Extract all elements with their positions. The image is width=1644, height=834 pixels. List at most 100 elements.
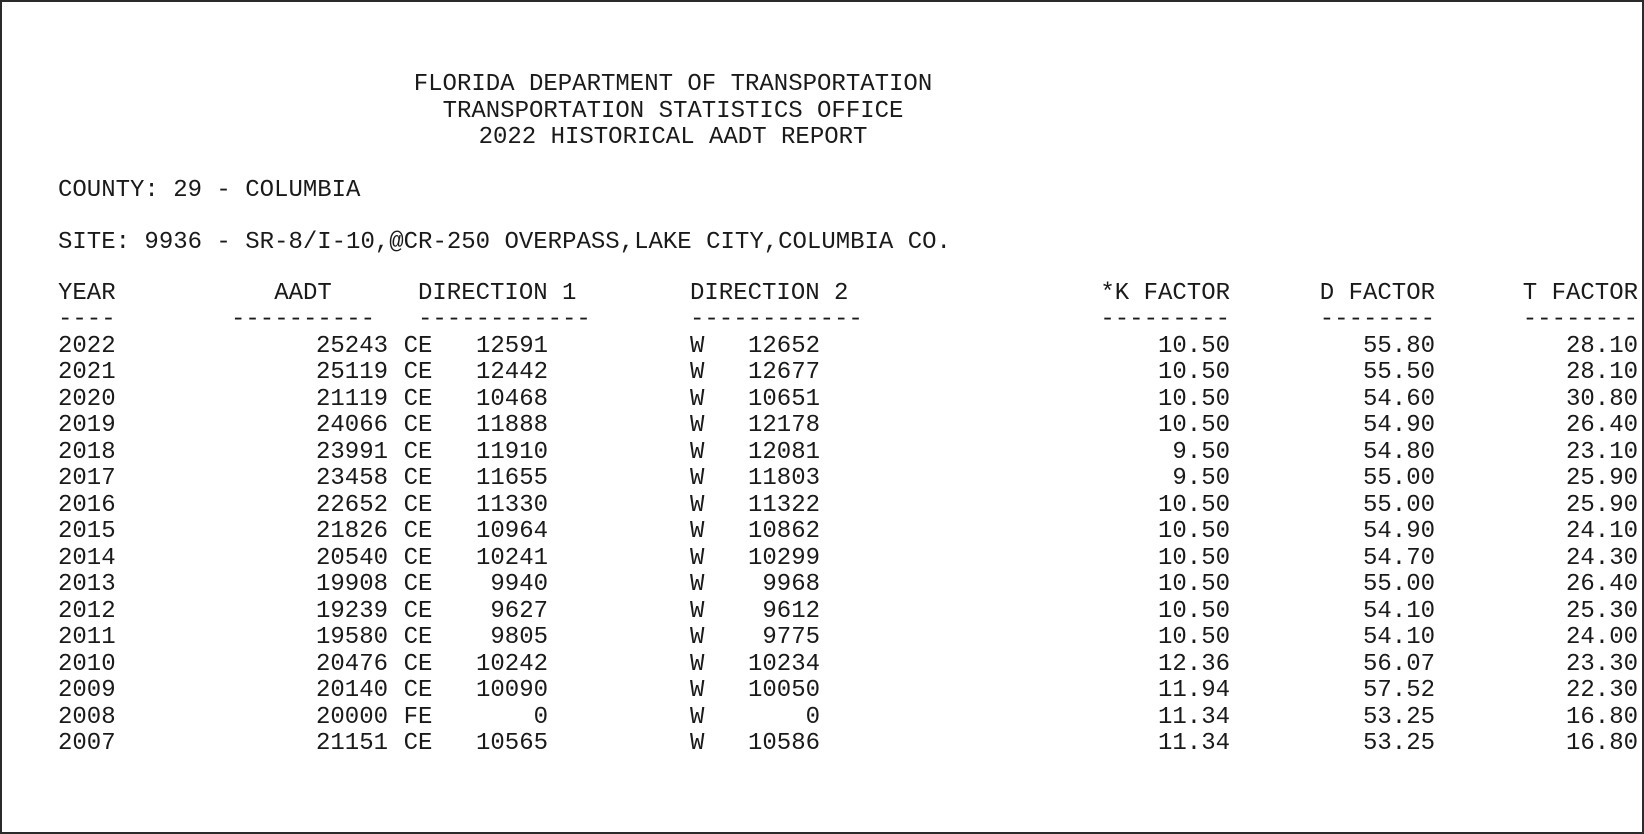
direction-2-letter: W	[690, 677, 705, 704]
direction-2-value: 9968	[762, 571, 820, 598]
dash-separator-row: ---- ---------- ------------ -----------…	[58, 306, 1638, 334]
direction-2-letter: W	[690, 518, 705, 545]
aadt-flag: C	[403, 571, 418, 598]
direction-1-cell: E 10468	[418, 385, 690, 414]
t-factor-cell: 25.30	[1565, 597, 1638, 625]
t-factor-cell: 30.80	[1565, 385, 1638, 413]
d-factor-cell: 55.00	[1362, 491, 1435, 519]
year-cell: 2013	[58, 571, 116, 598]
d-factor-cell: 53.25	[1362, 703, 1435, 731]
direction-2-cell: W 11322	[690, 491, 960, 520]
direction-2-value: 10299	[747, 544, 820, 572]
direction-2-cell: W 10050	[690, 677, 960, 705]
d-factor-cell: 54.10	[1362, 597, 1435, 625]
year-cell: 2014	[58, 544, 116, 572]
direction-2-value: 11322	[747, 491, 820, 519]
direction-1-value: 0	[533, 703, 548, 731]
t-factor-cell: 24.30	[1565, 544, 1638, 572]
aadt-flag: C	[403, 624, 418, 651]
d-factor-cell: 54.80	[1362, 438, 1435, 466]
t-factor-cell: 23.30	[1565, 650, 1638, 678]
direction-2-value: 9612	[762, 597, 820, 625]
d-factor-cell: 54.90	[1362, 412, 1435, 439]
d-factor-cell: 55.80	[1362, 332, 1435, 360]
direction-2-value: 10862	[747, 518, 820, 545]
aadt-cell: 19580 C	[188, 624, 418, 652]
d-factor-cell: 55.00	[1362, 465, 1435, 492]
aadt-value: 25243	[315, 332, 388, 360]
year-cell: 2008	[58, 703, 116, 731]
direction-2-cell: W 10862	[690, 518, 960, 546]
aadt-flag: F	[403, 703, 418, 731]
aadt-value: 19239	[315, 597, 388, 625]
header-direction-1: DIRECTION 1	[418, 279, 577, 307]
year-cell: 2017	[58, 465, 116, 492]
year-cell: 2011	[58, 624, 116, 651]
aadt-cell: 25243 C	[188, 332, 418, 361]
d-factor-cell: 53.25	[1362, 730, 1435, 757]
t-factor-cell: 23.10	[1565, 438, 1638, 466]
column-header-row: YEAR AADT DIRECTION 1 DIRECTION 2 *K FAC…	[58, 279, 1638, 308]
direction-2-value: 0	[805, 703, 820, 731]
year-cell: 2009	[58, 677, 116, 704]
d-factor-cell: 55.00	[1362, 571, 1435, 598]
k-factor-cell: 11.34	[1157, 730, 1230, 757]
aadt-flag: C	[403, 518, 418, 545]
direction-1-letter: E	[418, 597, 433, 625]
direction-1-value: 10468	[475, 385, 548, 413]
aadt-value: 19580	[315, 624, 388, 651]
aadt-flag: C	[403, 677, 418, 704]
header-office: TRANSPORTATION STATISTICS OFFICE	[442, 97, 904, 125]
aadt-cell: 19239 C	[188, 597, 418, 626]
t-factor-cell: 26.40	[1565, 412, 1638, 439]
aadt-value: 21119	[315, 385, 388, 413]
direction-1-letter: E	[418, 385, 433, 413]
aadt-value: 21151	[315, 730, 388, 757]
aadt-value: 20000	[315, 703, 388, 731]
dash-k-factor: ---------	[1100, 306, 1230, 333]
aadt-flag: C	[403, 465, 418, 492]
direction-1-cell: E 9940	[418, 571, 690, 599]
aadt-cell: 20540 C	[188, 545, 418, 573]
direction-2-letter: W	[690, 703, 705, 731]
d-factor-cell: 54.60	[1362, 385, 1435, 413]
direction-2-value: 12677	[747, 359, 820, 386]
direction-1-cell: E 11910	[418, 439, 690, 467]
aadt-value: 23458	[315, 465, 388, 492]
aadt-flag: C	[403, 332, 418, 360]
direction-2-cell: W 12652	[690, 333, 960, 361]
direction-1-value: 9627	[490, 597, 548, 625]
k-factor-cell: 10.50	[1157, 571, 1230, 598]
direction-2-letter: W	[690, 730, 705, 757]
direction-1-value: 10964	[475, 518, 548, 545]
k-factor-cell: 10.50	[1157, 491, 1230, 519]
direction-2-value: 10651	[747, 385, 820, 413]
aadt-value: 19908	[315, 571, 388, 598]
direction-2-letter: W	[690, 597, 705, 625]
header-aadt: AADT	[274, 279, 332, 307]
aadt-flag: C	[403, 412, 418, 439]
d-factor-cell: 56.07	[1362, 650, 1435, 678]
direction-1-cell: E 9627	[418, 597, 690, 626]
aadt-flag: C	[403, 385, 418, 413]
aadt-cell: 25119 C	[188, 359, 418, 387]
t-factor-cell: 25.90	[1565, 465, 1638, 492]
aadt-value: 20140	[315, 677, 388, 704]
direction-1-value: 11888	[475, 412, 548, 439]
direction-2-cell: W 12081	[690, 438, 960, 467]
direction-1-letter: E	[418, 359, 433, 386]
direction-2-letter: W	[690, 650, 705, 678]
aadt-cell: 23458 C	[188, 465, 418, 493]
direction-2-cell: W 10586	[690, 730, 960, 758]
year-cell: 2012	[58, 597, 116, 625]
direction-2-cell: W 9612	[690, 597, 960, 626]
table-row: 2020 21119 C E 10468 W 10651 10.50 54.60 30.80	[58, 385, 1638, 414]
header-direction-2: DIRECTION 2	[690, 279, 849, 307]
direction-2-value: 12081	[747, 438, 820, 466]
direction-1-cell: E 11888	[418, 412, 690, 440]
header-report-title: 2022 HISTORICAL AADT REPORT	[478, 124, 868, 151]
aadt-cell: 23991 C	[188, 439, 418, 467]
site-line: SITE: 9936 - SR-8/I-10,@CR-250 OVERPASS,…	[58, 229, 951, 256]
